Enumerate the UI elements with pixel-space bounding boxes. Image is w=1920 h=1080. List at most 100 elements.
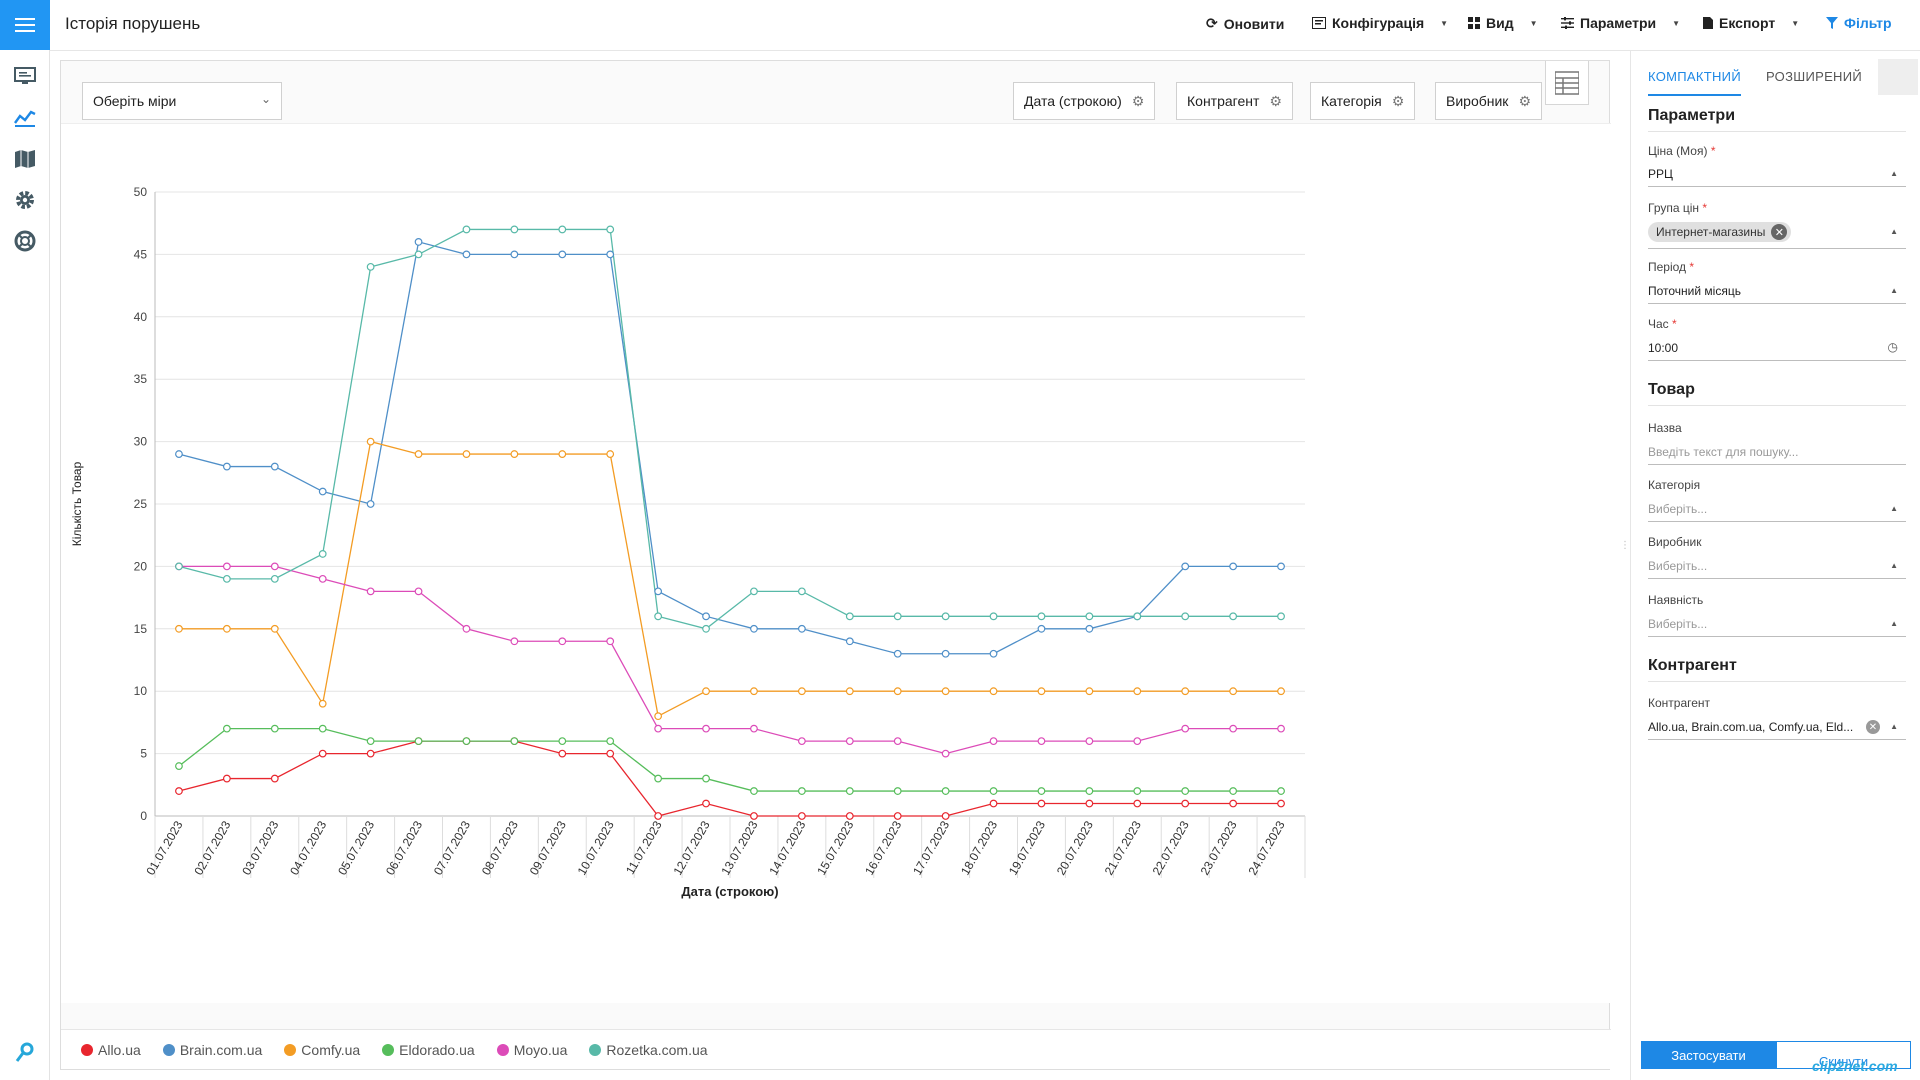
analytics-icon[interactable]	[13, 106, 37, 130]
clear-icon[interactable]: ✕	[1866, 720, 1880, 734]
stock-label: Наявність	[1648, 593, 1704, 607]
remove-chip-icon[interactable]: ✕	[1771, 224, 1788, 240]
config-icon	[1312, 17, 1326, 29]
period-select[interactable]: Поточний місяць ▲	[1648, 280, 1906, 304]
panel-extra-button[interactable]	[1878, 59, 1918, 95]
menu-button[interactable]	[0, 0, 50, 50]
data-point	[654, 587, 663, 596]
dimension-date[interactable]: Дата (строкою) ⚙	[1013, 82, 1156, 120]
x-tick-label: 19.07.2023	[1006, 818, 1048, 877]
map-icon[interactable]	[13, 147, 37, 171]
tab-extended[interactable]: РОЗШИРЕНИЙ	[1766, 69, 1863, 84]
data-point	[941, 687, 950, 696]
data-point	[175, 787, 183, 795]
data-point	[606, 637, 615, 646]
section-params-title: Параметри	[1648, 107, 1906, 132]
y-axis-title: Кількість Товар	[70, 461, 84, 546]
name-search-input[interactable]: Введіть текст для пошуку...	[1648, 441, 1906, 465]
maker-select[interactable]: Виберіть... ▲	[1648, 555, 1906, 579]
grid-icon	[1468, 17, 1480, 29]
panel-splitter[interactable]: ⋮	[1620, 540, 1630, 551]
gear-icon[interactable]: ⚙	[1131, 92, 1145, 109]
data-point	[702, 687, 710, 696]
tab-compact[interactable]: КОМПАКТНИЙ	[1648, 69, 1741, 96]
layout-toggle-button[interactable]	[1545, 61, 1589, 105]
data-point	[414, 450, 423, 458]
stock-select[interactable]: Виберіть... ▲	[1648, 613, 1906, 637]
data-point	[222, 574, 231, 583]
data-point	[414, 250, 423, 259]
price-group-select[interactable]: Интернет-магазины ✕ ▲	[1648, 221, 1906, 249]
export-label: Експорт	[1719, 15, 1776, 31]
data-point	[654, 612, 663, 621]
legend-item[interactable]: Rozetka.com.ua	[589, 1042, 708, 1058]
refresh-button[interactable]: ⟳ Оновити	[1206, 15, 1284, 32]
filter-icon	[1826, 17, 1838, 29]
sliders-icon	[1561, 17, 1574, 29]
data-point	[366, 587, 375, 596]
params-button[interactable]: Параметри ▼	[1561, 15, 1680, 31]
apply-button[interactable]: Застосувати	[1641, 1041, 1776, 1069]
config-button[interactable]: Конфігурація ▼	[1312, 15, 1448, 31]
caret-icon: ▲	[1890, 722, 1898, 731]
legend-item[interactable]: Eldorado.ua	[382, 1042, 475, 1058]
data-point	[270, 624, 279, 633]
category-select[interactable]: Виберіть... ▲	[1648, 498, 1906, 522]
x-tick-label: 11.07.2023	[623, 818, 665, 877]
x-tick-label: 10.07.2023	[575, 818, 617, 877]
name-label: Назва	[1648, 421, 1682, 435]
monitor-icon[interactable]	[13, 64, 37, 88]
legend-item[interactable]: Comfy.ua	[284, 1042, 360, 1058]
measure-placeholder: Оберіть міри	[93, 93, 177, 109]
x-tick-label: 20.07.2023	[1054, 818, 1096, 877]
data-point	[1277, 562, 1285, 571]
contractor-select[interactable]: Allo.ua, Brain.com.ua, Comfy.ua, Eld... ✕…	[1648, 716, 1906, 740]
data-point	[1229, 687, 1238, 696]
data-point	[941, 812, 950, 820]
data-point	[462, 450, 471, 458]
price-select[interactable]: РРЦ ▲	[1648, 163, 1906, 187]
x-tick-label: 24.07.2023	[1245, 818, 1287, 877]
data-point	[558, 250, 567, 259]
export-button[interactable]: Експорт ▼	[1703, 15, 1799, 31]
legend-item[interactable]: Brain.com.ua	[162, 1042, 262, 1058]
data-point	[1085, 612, 1094, 621]
data-point	[1229, 612, 1238, 621]
logo-icon[interactable]	[13, 1040, 37, 1064]
filter-label: Фільтр	[1844, 15, 1892, 31]
clock-icon[interactable]: ◷	[1887, 340, 1898, 354]
gear-icon[interactable]: ⚙	[1518, 92, 1531, 109]
data-point	[222, 624, 231, 633]
gear-icon[interactable]: ⚙	[1391, 92, 1405, 109]
dimension-contractor[interactable]: Контрагент ⚙	[1176, 82, 1293, 120]
data-point	[750, 687, 758, 696]
caret-icon: ▲	[1890, 561, 1898, 570]
legend-item[interactable]: Moyo.ua	[496, 1042, 567, 1058]
page-title: Історія порушень	[65, 14, 201, 33]
caret-icon: ▲	[1890, 619, 1898, 628]
data-point	[175, 562, 183, 571]
data-point	[893, 687, 902, 696]
gear-icon[interactable]	[13, 188, 37, 212]
data-point	[175, 762, 183, 770]
filter-button[interactable]: Фільтр	[1826, 15, 1892, 31]
list-layout-icon	[1555, 70, 1579, 95]
time-input[interactable]: 10:00 ◷	[1648, 337, 1906, 361]
data-point	[893, 649, 902, 658]
measure-select[interactable]: Оберіть міри ⌄	[82, 82, 282, 120]
dimension-maker[interactable]: Виробник ⚙	[1435, 82, 1542, 120]
legend-marker	[162, 1043, 175, 1056]
reset-button[interactable]: Скинути	[1776, 1041, 1911, 1069]
dimension-category[interactable]: Категорія ⚙	[1310, 82, 1416, 120]
gear-icon[interactable]: ⚙	[1269, 92, 1282, 109]
section-product-title: Товар	[1648, 381, 1906, 406]
legend-item[interactable]: Allo.ua	[81, 1042, 141, 1058]
view-button[interactable]: Вид ▼	[1468, 15, 1538, 31]
series-line	[178, 228, 1282, 630]
data-point	[797, 587, 806, 596]
lifebuoy-icon[interactable]	[13, 229, 37, 253]
data-point	[222, 462, 231, 471]
data-point	[702, 624, 710, 633]
watermark: clip2net.com	[1812, 1058, 1898, 1074]
